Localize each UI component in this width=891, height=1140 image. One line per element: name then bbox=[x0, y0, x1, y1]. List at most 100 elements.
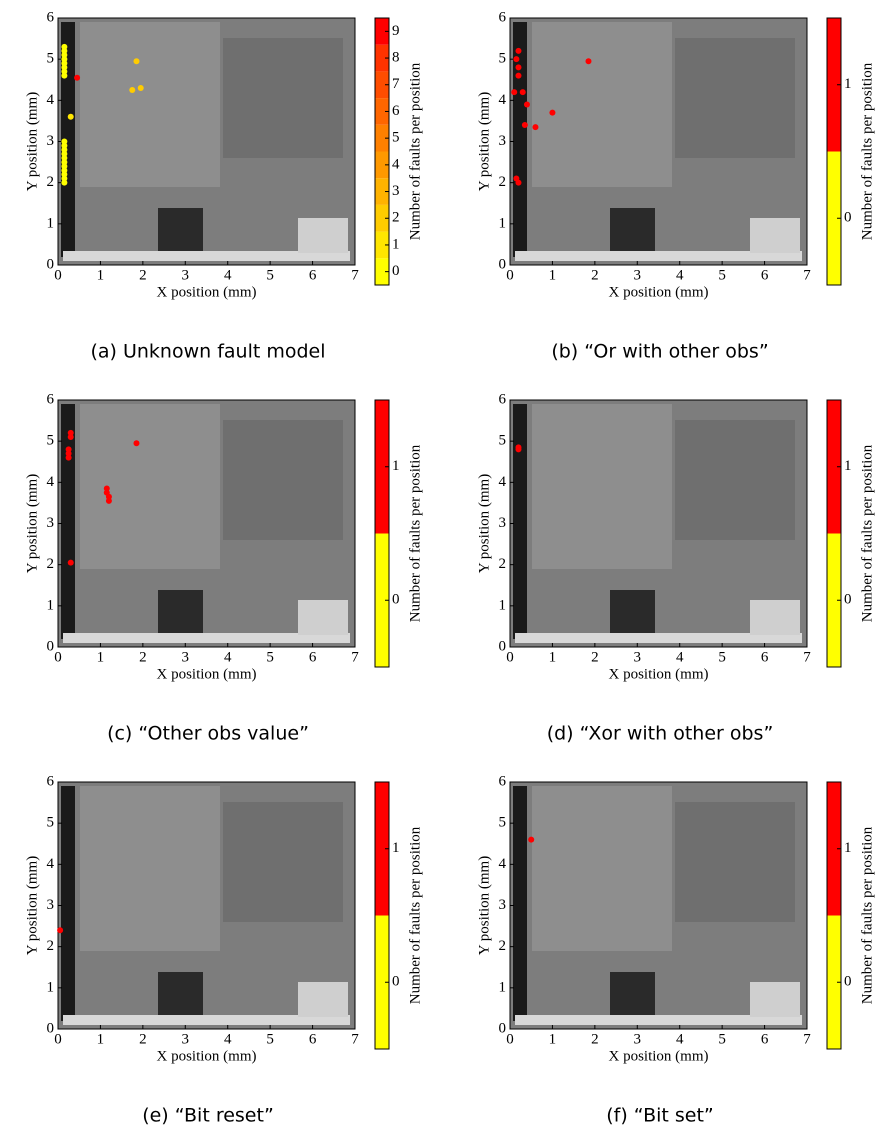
y-tick-label: 5 bbox=[47, 51, 55, 67]
x-tick-label: 7 bbox=[351, 649, 359, 665]
colorbar-segment bbox=[375, 98, 389, 125]
chip-block bbox=[63, 251, 350, 261]
y-tick-label: 2 bbox=[499, 174, 507, 190]
fault-point bbox=[105, 497, 112, 504]
x-axis-label: X position (mm) bbox=[609, 1048, 709, 1064]
colorbar-tick-label: 4 bbox=[392, 156, 400, 172]
panel: 0 1 2 3 4 5 6 7 0 1 2 3 4 5 6 X position (mm) Y position… bbox=[24, 391, 423, 744]
y-tick-label: 4 bbox=[47, 92, 55, 108]
chip-block bbox=[750, 982, 800, 1017]
colorbar-tick-label: 1 bbox=[844, 840, 852, 856]
y-tick-label: 5 bbox=[499, 51, 507, 67]
x-tick-label: 7 bbox=[803, 649, 811, 665]
colorbar-segment bbox=[827, 782, 841, 916]
fault-point bbox=[61, 150, 68, 157]
fault-point bbox=[61, 175, 68, 182]
colorbar-tick-label: 1 bbox=[392, 236, 400, 252]
x-tick-label: 3 bbox=[634, 1031, 642, 1047]
x-tick-label: 6 bbox=[309, 267, 317, 283]
chip-strip bbox=[513, 404, 527, 639]
fault-point bbox=[65, 446, 72, 453]
colorbar-segment bbox=[375, 231, 389, 259]
fault-point bbox=[133, 440, 140, 447]
chip-block bbox=[610, 208, 655, 253]
caption: (c) “Other obs value” bbox=[107, 723, 309, 745]
colorbar-tick-label: 0 bbox=[844, 974, 852, 990]
y-axis-label: Y position (mm) bbox=[476, 92, 492, 191]
y-tick-label: 4 bbox=[499, 474, 507, 490]
chip-block bbox=[610, 590, 655, 635]
chip-block bbox=[158, 972, 203, 1017]
colorbar-segment bbox=[827, 533, 841, 667]
y-tick-label: 1 bbox=[47, 979, 55, 995]
y-tick-label: 4 bbox=[47, 856, 55, 872]
x-tick-label: 7 bbox=[803, 1031, 811, 1047]
caption: (e) “Bit reset” bbox=[142, 1105, 274, 1127]
y-tick-label: 3 bbox=[499, 133, 507, 149]
fault-point bbox=[523, 101, 530, 108]
x-tick-label: 4 bbox=[224, 649, 232, 665]
colorbar-frame bbox=[374, 17, 390, 286]
x-tick-label: 7 bbox=[351, 267, 359, 283]
chip-block bbox=[80, 786, 220, 951]
x-axis-label: X position (mm) bbox=[609, 284, 709, 300]
y-tick-label: 1 bbox=[47, 215, 55, 231]
colorbar-label: Number of faults per position bbox=[859, 826, 875, 1004]
chip-strip bbox=[61, 786, 75, 1021]
chip-block bbox=[515, 633, 802, 643]
chip-block bbox=[223, 802, 343, 922]
y-tick-label: 5 bbox=[499, 815, 507, 831]
chip-block bbox=[223, 38, 343, 158]
colorbar-segment bbox=[827, 915, 841, 1049]
colorbar-segment bbox=[827, 18, 841, 152]
fault-point bbox=[61, 60, 68, 67]
chip-block bbox=[298, 218, 348, 253]
colorbar-segment bbox=[375, 915, 389, 1049]
y-tick-label: 3 bbox=[499, 897, 507, 913]
chip-block bbox=[515, 1015, 802, 1025]
x-tick-label: 0 bbox=[506, 1031, 514, 1047]
colorbar-frame bbox=[374, 399, 390, 668]
chip-block bbox=[675, 38, 795, 158]
colorbar-segment bbox=[375, 44, 389, 72]
colorbar-segment bbox=[375, 124, 389, 152]
y-tick-label: 6 bbox=[499, 773, 507, 789]
chip-strip bbox=[61, 22, 75, 257]
colorbar-tick-label: 2 bbox=[392, 210, 400, 226]
fault-point bbox=[521, 122, 528, 129]
colorbar-segment bbox=[375, 18, 389, 45]
chip-block bbox=[298, 600, 348, 635]
chip-block bbox=[532, 22, 672, 187]
x-tick-label: 1 bbox=[549, 267, 557, 283]
chip-block bbox=[63, 1015, 350, 1025]
y-tick-label: 1 bbox=[499, 979, 507, 995]
x-tick-label: 5 bbox=[266, 267, 274, 283]
fault-point bbox=[61, 47, 68, 54]
x-tick-label: 2 bbox=[139, 267, 147, 283]
y-axis-label: Y position (mm) bbox=[24, 92, 40, 191]
y-tick-label: 0 bbox=[47, 638, 55, 654]
fault-point bbox=[532, 124, 539, 131]
y-tick-label: 6 bbox=[499, 9, 507, 25]
x-tick-label: 0 bbox=[506, 649, 514, 665]
chip-block bbox=[750, 600, 800, 635]
chip-block bbox=[610, 972, 655, 1017]
colorbar-tick-label: 7 bbox=[392, 76, 400, 92]
chip-block bbox=[80, 404, 220, 569]
x-tick-label: 2 bbox=[591, 1031, 599, 1047]
colorbar-tick-label: 1 bbox=[844, 458, 852, 474]
fault-point bbox=[515, 64, 522, 71]
colorbar-tick-label: 1 bbox=[844, 76, 852, 92]
fault-point bbox=[61, 142, 68, 149]
fault-point bbox=[67, 559, 74, 566]
y-tick-label: 2 bbox=[47, 556, 55, 572]
x-tick-label: 3 bbox=[182, 267, 190, 283]
fault-point bbox=[65, 454, 72, 461]
x-tick-label: 2 bbox=[139, 1031, 147, 1047]
fault-point bbox=[549, 109, 556, 116]
colorbar-tick-label: 6 bbox=[392, 103, 400, 119]
colorbar-segment bbox=[375, 258, 389, 285]
colorbar-tick-label: 0 bbox=[392, 263, 400, 279]
colorbar-segment bbox=[375, 533, 389, 667]
